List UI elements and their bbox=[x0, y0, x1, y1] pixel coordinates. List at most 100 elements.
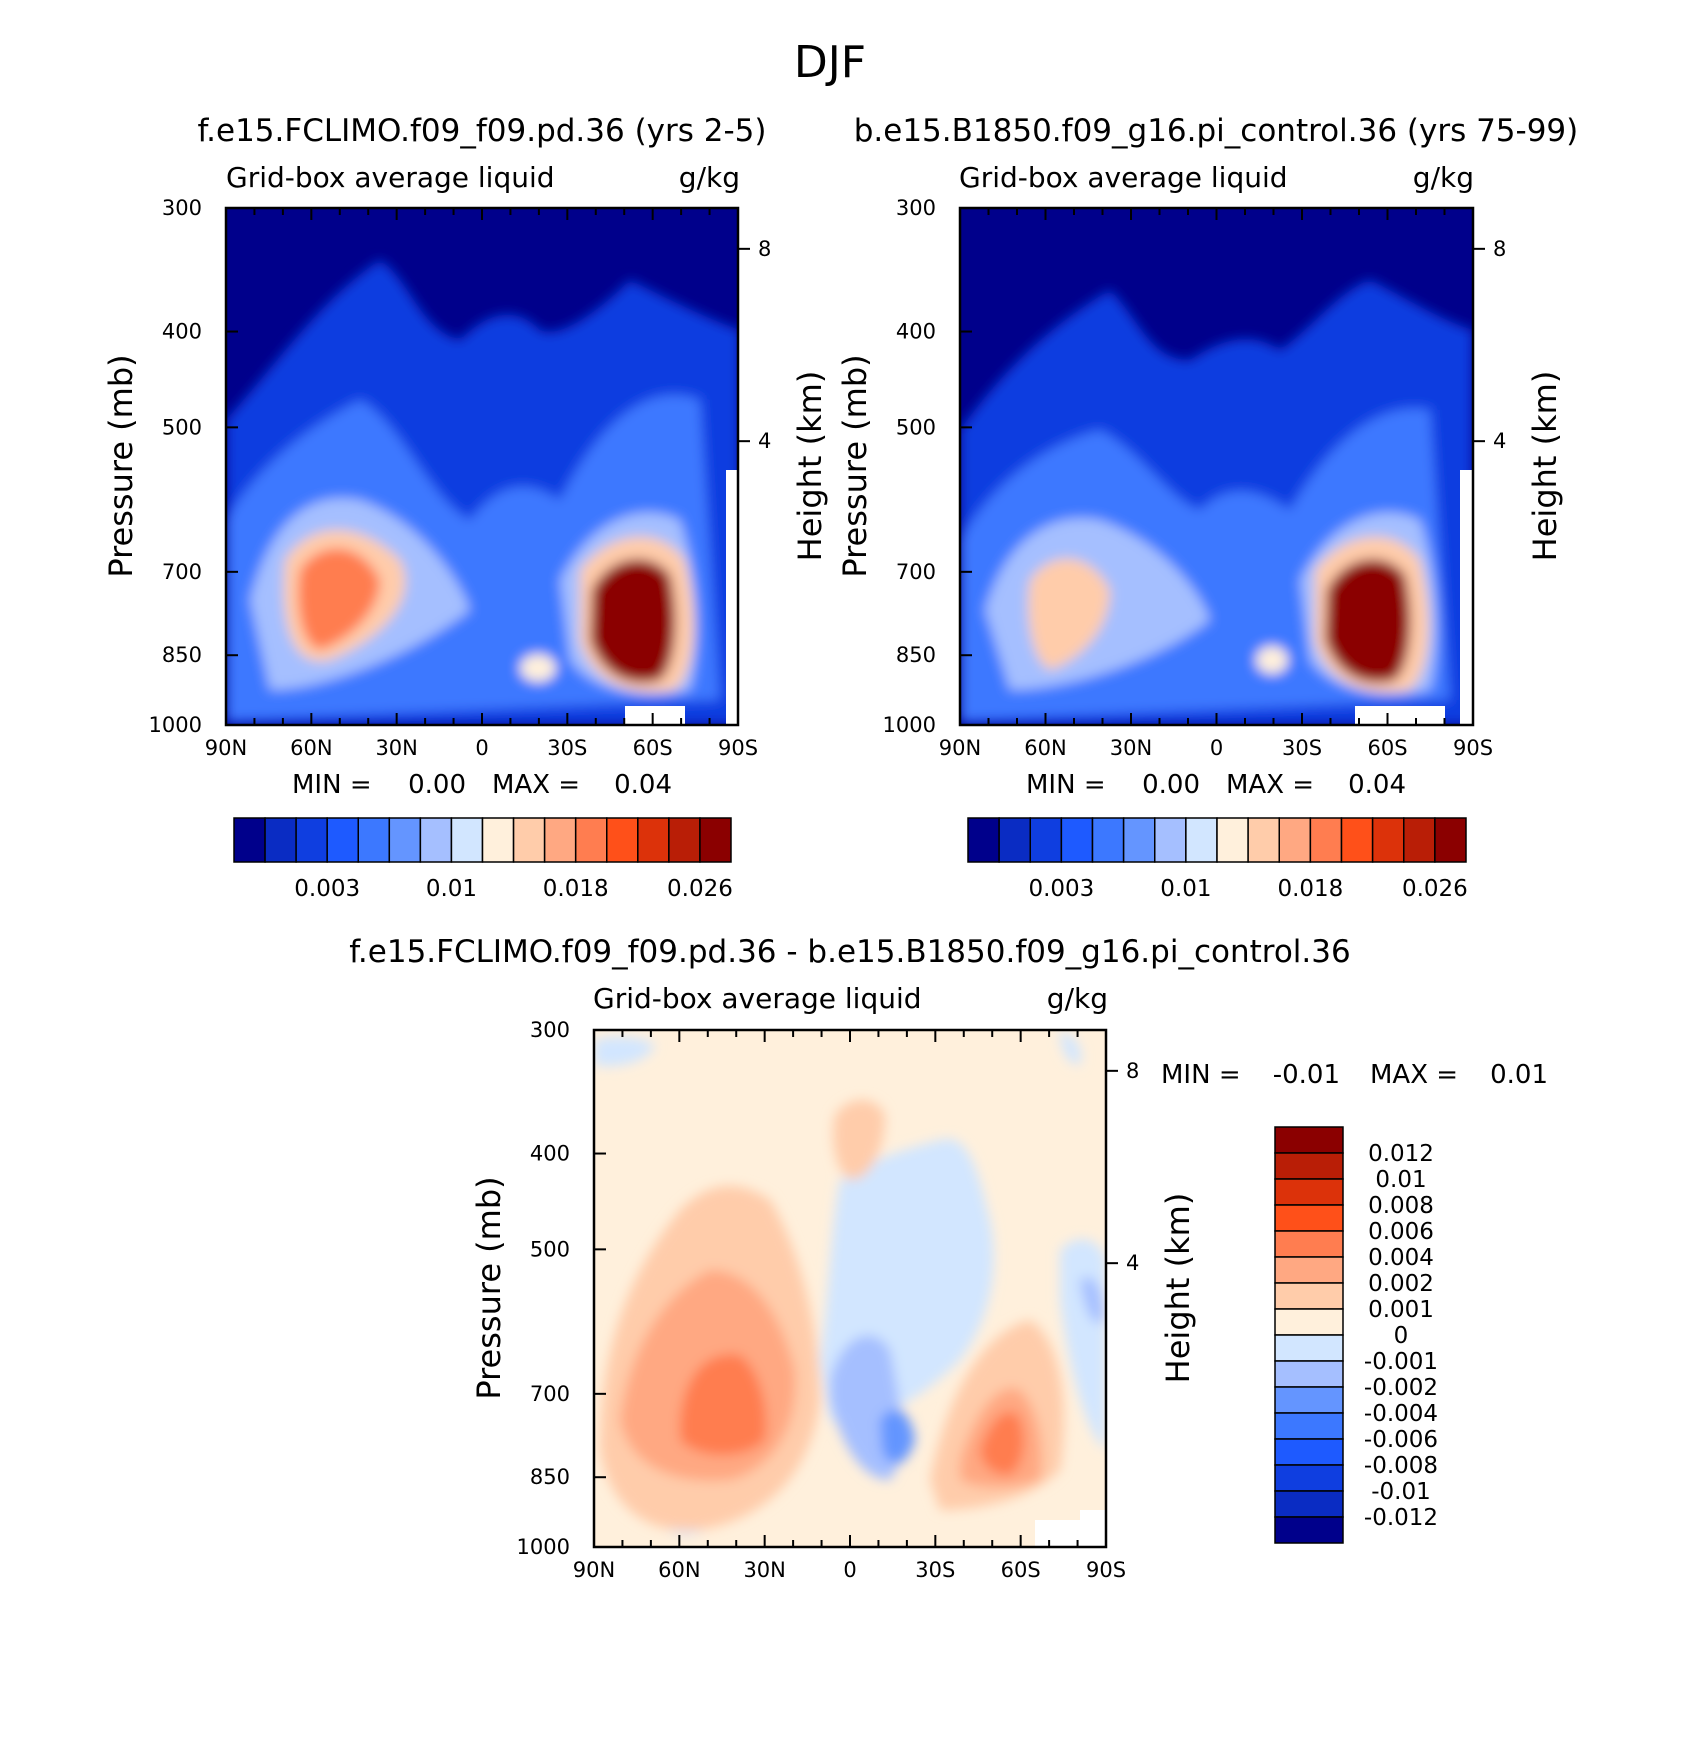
panel-b-x-tick-label: 90S bbox=[1453, 736, 1493, 760]
panel-a-colorbar-swatch bbox=[450, 817, 484, 863]
panel-diff-plot-area bbox=[594, 1030, 1106, 1547]
panel-a-plot-area bbox=[226, 208, 738, 725]
panel-b-subtitle-right: g/kg bbox=[1413, 161, 1474, 194]
panel-b-x-tick-label: 90N bbox=[939, 736, 981, 760]
panel-b-contour-7 bbox=[1325, 559, 1411, 683]
panel-b-colorbar-swatch bbox=[1029, 817, 1063, 863]
panel-diff-colorbar-label: -0.01 bbox=[1371, 1479, 1431, 1505]
panel-diff-x-tick-label: 30S bbox=[915, 1558, 955, 1582]
panel-b-colorbar-swatch bbox=[1247, 817, 1280, 863]
panel-b-colorbar-swatch bbox=[998, 817, 1031, 863]
panel-b-axes: 90N 60N 30N 0 30S 60S 90S 300 400 500 700 850 1000 8 4 bbox=[883, 196, 1507, 760]
panel-diff-contour-14 bbox=[880, 1409, 915, 1464]
panel-b-colorbar-swatch bbox=[1278, 817, 1312, 863]
panel-b-min-label: MIN = bbox=[1026, 770, 1106, 800]
panel-diff-y-tick-label: 700 bbox=[530, 1382, 570, 1406]
panel-b-max-value: 0.04 bbox=[1348, 770, 1406, 800]
panel-diff-colorbar-label: -0.004 bbox=[1364, 1401, 1438, 1427]
panel-diff-x-tick-label: 30N bbox=[743, 1558, 785, 1582]
panel-b-y-right-tick-label: 4 bbox=[1493, 429, 1506, 453]
panel-diff-y-right-tick-label: 4 bbox=[1126, 1251, 1139, 1275]
panel-a-colorbar-swatch bbox=[481, 817, 515, 863]
panel-diff-colorbar-label: -0.001 bbox=[1364, 1349, 1438, 1375]
panel-a-colorbar-swatch bbox=[699, 817, 732, 863]
panel-b-y-tick-label: 400 bbox=[896, 320, 936, 344]
panel-a-y-right-tick-label: 4 bbox=[758, 429, 771, 453]
panel-b-y-tick-label: 500 bbox=[896, 415, 936, 439]
panel-a-colorbar-swatch bbox=[606, 817, 639, 863]
panel-a-y-tick-label: 300 bbox=[162, 196, 202, 220]
panel-a-colorbar-swatch bbox=[264, 817, 297, 863]
panel-diff-ylabel-right: Height (km) bbox=[1159, 1193, 1197, 1384]
panel-b-colorbar-swatch bbox=[1309, 817, 1343, 863]
panel-diff-title: f.e15.FCLIMO.f09_f09.pd.36 - b.e15.B1850… bbox=[349, 934, 1350, 970]
panel-diff-colorbar-label: -0.002 bbox=[1364, 1375, 1438, 1401]
panel-a-colorbar-swatch bbox=[543, 817, 577, 863]
panel-diff-max-value: 0.01 bbox=[1490, 1060, 1548, 1090]
panel-b-x-tick-label: 30N bbox=[1110, 736, 1152, 760]
panel-a: f.e15.FCLIMO.f09_f09.pd.36 (yrs 2-5) Gri… bbox=[102, 113, 829, 902]
panel-diff-contour-11 bbox=[680, 1354, 767, 1455]
panel-diff-missing-data-2 bbox=[1080, 1510, 1106, 1547]
panel-diff-subtitle-right: g/kg bbox=[1047, 982, 1108, 1015]
panel-a-colorbar-swatch bbox=[326, 817, 359, 863]
panel-b-contour-5 bbox=[1028, 558, 1110, 670]
panel-diff-colorbar-label: 0.004 bbox=[1368, 1245, 1434, 1271]
panel-diff-contour-12 bbox=[980, 1411, 1024, 1475]
panel-a-min-label: MIN = bbox=[292, 770, 372, 800]
panel-a-ylabel: Pressure (mb) bbox=[102, 354, 140, 577]
panel-a-colorbar: 0.003 0.01 0.018 0.026 bbox=[233, 817, 733, 902]
panel-a-colorbar-label: 0.018 bbox=[543, 876, 609, 902]
panel-b-x-tick-label: 60N bbox=[1024, 736, 1066, 760]
panel-b-y-tick-label: 850 bbox=[896, 643, 936, 667]
panel-diff-max-label: MAX = bbox=[1370, 1060, 1458, 1090]
panel-b-x-tick-label: 60S bbox=[1367, 736, 1407, 760]
panel-diff-colorbar-label: 0.006 bbox=[1368, 1219, 1434, 1245]
panel-a-colorbar-swatch bbox=[357, 817, 391, 863]
panel-diff-min-label: MIN = bbox=[1161, 1060, 1241, 1090]
panel-diff-colorbar-swatch bbox=[1274, 1282, 1344, 1310]
panel-b-max-label: MAX = bbox=[1226, 770, 1314, 800]
panel-a-missing-data-1 bbox=[625, 706, 685, 725]
panel-diff-colorbar-swatch bbox=[1274, 1230, 1344, 1258]
panel-diff-colorbar-swatch bbox=[1274, 1334, 1344, 1362]
panel-diff-colorbar-swatch bbox=[1274, 1386, 1344, 1414]
panel-diff-y-right-tick-label: 8 bbox=[1126, 1059, 1139, 1083]
panel-b-y-right-tick-label: 8 bbox=[1493, 237, 1506, 261]
panel-a-x-tick-label: 60N bbox=[290, 736, 332, 760]
panel-a-x-tick-label: 30N bbox=[375, 736, 417, 760]
panel-b-colorbar-swatch bbox=[1060, 817, 1094, 863]
panel-a-x-tick-label: 60S bbox=[633, 736, 673, 760]
panel-a-y-right-tick-label: 8 bbox=[758, 237, 771, 261]
panel-a-colorbar-swatch bbox=[637, 817, 670, 863]
panel-diff-colorbar-swatch bbox=[1274, 1152, 1344, 1180]
panel-diff-min-value: -0.01 bbox=[1273, 1060, 1340, 1090]
panel-diff-colorbar: 0.0120.010.0080.0060.0040.0020.0010-0.00… bbox=[1274, 1126, 1438, 1544]
panel-a-colorbar-label: 0.026 bbox=[667, 876, 733, 902]
panel-diff-colorbar-label: 0.012 bbox=[1368, 1141, 1434, 1167]
panel-diff-colorbar-label: 0.002 bbox=[1368, 1271, 1434, 1297]
panel-a-subtitle-left: Grid-box average liquid bbox=[226, 161, 555, 194]
panel-diff-colorbar-swatch bbox=[1274, 1412, 1344, 1440]
panel-b-contour-8 bbox=[1256, 646, 1288, 674]
panel-b-y-tick-label: 700 bbox=[896, 560, 936, 584]
panel-b-colorbar-swatch bbox=[1371, 817, 1405, 863]
panel-diff-y-tick-label: 1000 bbox=[517, 1535, 570, 1559]
panel-a-contour-8 bbox=[590, 559, 676, 683]
panel-a-colorbar-swatch bbox=[295, 817, 328, 863]
panel-b-colorbar-swatch bbox=[1122, 817, 1156, 863]
panel-a-x-tick-label: 90N bbox=[205, 736, 247, 760]
panel-a-colorbar-label: 0.003 bbox=[294, 876, 360, 902]
panel-a-missing-data-2 bbox=[726, 470, 738, 725]
panel-b-colorbar-swatch bbox=[1154, 817, 1187, 863]
panel-a-y-tick-label: 1000 bbox=[149, 713, 202, 737]
panel-a-colorbar-swatch bbox=[668, 817, 701, 863]
panel-diff-y-tick-label: 850 bbox=[530, 1465, 570, 1489]
panel-diff-colorbar-swatch bbox=[1274, 1204, 1344, 1232]
panel-diff-colorbar-label: 0.001 bbox=[1368, 1297, 1434, 1323]
panel-diff-colorbar-label: -0.008 bbox=[1364, 1453, 1438, 1479]
panel-b-x-tick-label: 0 bbox=[1210, 736, 1223, 760]
panel-b-colorbar-swatch bbox=[1216, 817, 1249, 863]
panel-b-colorbar-swatch bbox=[1434, 817, 1467, 863]
